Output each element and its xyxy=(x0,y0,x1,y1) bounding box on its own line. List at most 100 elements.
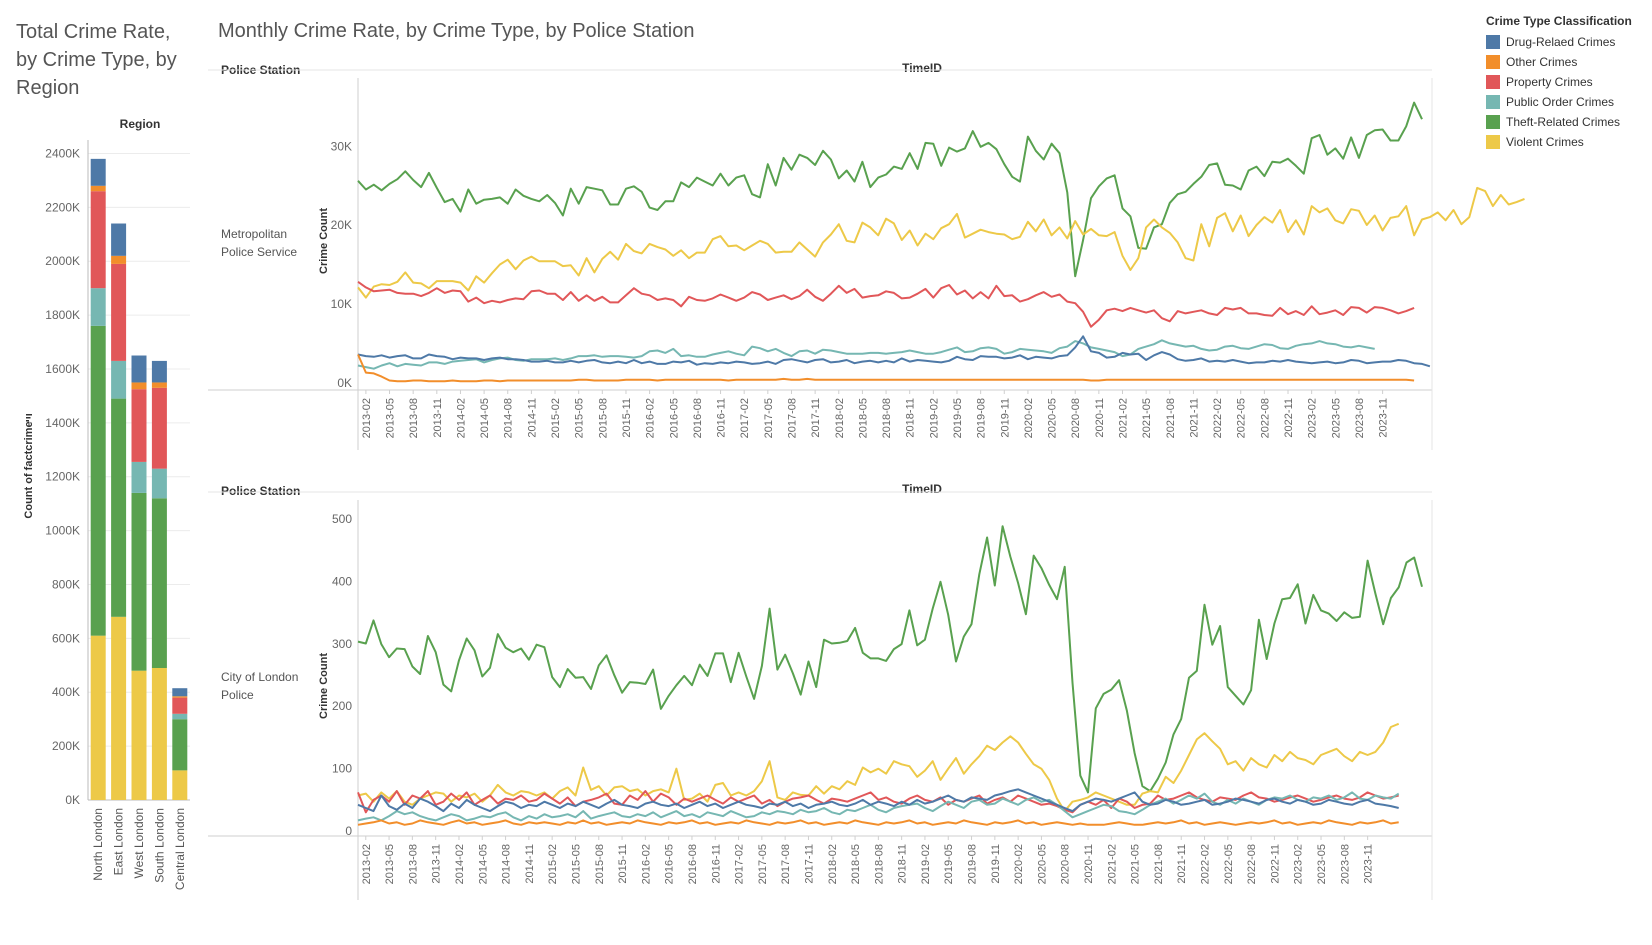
metropolitan-x-tick-label: 2016-05 xyxy=(668,398,680,438)
metropolitan-y-tick-label: 30K xyxy=(331,139,352,153)
metropolitan-x-tick-label: 2020-02 xyxy=(1023,398,1035,438)
legend: Crime Type Classification Drug-Relaed Cr… xyxy=(1486,14,1652,152)
city-of-london-x-tick-label: 2013-08 xyxy=(407,844,419,884)
metropolitan-line-chart: 0K 10K 20K 30K 2013-02 2013-05 2013-08 2013-11 2… xyxy=(208,69,1525,450)
city-of-london-y-tick-label: 0 xyxy=(345,824,352,838)
crime-count-label-bottom: Crime Count xyxy=(318,653,330,719)
metropolitan-x-tick-label: 2016-11 xyxy=(716,398,728,438)
legend-swatch xyxy=(1486,135,1500,149)
city-of-london-x-tick-label: 2016-08 xyxy=(687,844,699,884)
city-of-london-x-tick-label: 2022-11 xyxy=(1269,844,1281,884)
metropolitan-x-tick-label: 2018-08 xyxy=(881,398,893,438)
bar-segment xyxy=(151,468,167,499)
metropolitan-x-tick-label: 2019-05 xyxy=(952,398,964,438)
metropolitan-x-tick-label: 2016-08 xyxy=(692,398,704,438)
bar-segment xyxy=(151,668,167,800)
city-of-london-x-tick-label: 2020-08 xyxy=(1060,844,1072,884)
city-of-london-x-tick-label: 2015-11 xyxy=(617,844,629,884)
bar-segment xyxy=(90,325,106,636)
metropolitan-series-public-order-crimes xyxy=(357,339,1375,370)
station-label-bottom-line1: City of London xyxy=(221,670,298,684)
city-of-london-x-tick-label: 2019-11 xyxy=(990,844,1002,884)
legend-title: Crime Type Classification xyxy=(1486,14,1632,28)
right-chart-title: Monthly Crime Rate, by Crime Type, by Po… xyxy=(218,20,695,42)
city-of-london-x-tick-label: 2022-05 xyxy=(1223,844,1235,884)
bar-x-tick-label: East London xyxy=(112,808,126,875)
station-label-bottom-line2: Police xyxy=(221,688,254,702)
sort-icon[interactable] xyxy=(26,414,32,422)
bar-y-tick-label: 1600K xyxy=(45,362,80,376)
metropolitan-x-tick-label: 2015-05 xyxy=(574,398,586,438)
legend-label: Violent Crimes xyxy=(1506,135,1584,149)
bar-y-tick-label: 1400K xyxy=(45,416,80,430)
left-chart-title: Total Crime Rate, by Crime Type, by Regi… xyxy=(16,21,177,99)
metropolitan-x-tick-label: 2021-11 xyxy=(1188,398,1200,438)
bar-segment xyxy=(111,263,127,361)
city-of-london-x-tick-label: 2014-05 xyxy=(477,844,489,884)
city-of-london-x-tick-label: 2020-02 xyxy=(1013,844,1025,884)
legend-swatch xyxy=(1486,55,1500,69)
metropolitan-x-tick-label: 2023-08 xyxy=(1354,398,1366,438)
metropolitan-x-tick-label: 2019-08 xyxy=(976,398,988,438)
city-of-london-x-tick-label: 2017-05 xyxy=(757,844,769,884)
city-of-london-x-tick-label: 2022-02 xyxy=(1200,844,1212,884)
metropolitan-x-tick-label: 2021-02 xyxy=(1118,398,1130,438)
city-of-london-x-tick-label: 2015-08 xyxy=(594,844,606,884)
station-header-bottom: Police Station xyxy=(221,484,300,498)
legend-item-theft-related-crimes[interactable]: Theft-Related Crimes xyxy=(1486,112,1652,132)
city-of-london-y-tick-label: 300 xyxy=(332,637,352,651)
metropolitan-x-tick-label: 2022-11 xyxy=(1283,398,1295,438)
legend-label: Drug-Relaed Crimes xyxy=(1506,35,1616,49)
city-of-london-x-tick-label: 2021-11 xyxy=(1176,844,1188,884)
legend-item-property-crimes[interactable]: Property Crimes xyxy=(1486,72,1652,92)
bar-segment xyxy=(151,498,167,668)
bar-segment xyxy=(131,382,147,390)
city-of-london-x-tick-label: 2019-05 xyxy=(943,844,955,884)
city-of-london-y-tick-label: 400 xyxy=(332,575,352,589)
bar-y-tick-label: 0K xyxy=(65,793,80,807)
city-of-london-x-tick-label: 2023-08 xyxy=(1339,844,1351,884)
city-of-london-x-tick-label: 2015-05 xyxy=(570,844,582,884)
city-of-london-x-tick-label: 2021-02 xyxy=(1106,844,1118,884)
city-of-london-y-tick-label: 500 xyxy=(332,512,352,526)
legend-label: Property Crimes xyxy=(1506,75,1593,89)
bar-y-tick-label: 2000K xyxy=(45,254,80,268)
city-of-london-x-tick-label: 2021-05 xyxy=(1130,844,1142,884)
metropolitan-x-tick-label: 2017-05 xyxy=(763,398,775,438)
metropolitan-x-tick-label: 2019-11 xyxy=(999,398,1011,438)
metropolitan-x-tick-label: 2014-05 xyxy=(479,398,491,438)
metropolitan-x-tick-label: 2017-02 xyxy=(739,398,751,438)
legend-item-public-order-crimes[interactable]: Public Order Crimes xyxy=(1486,92,1652,112)
city-of-london-x-tick-label: 2014-11 xyxy=(524,844,536,884)
city-of-london-series-theft-related-crimes xyxy=(357,525,1423,794)
bar-y-tick-label: 1000K xyxy=(45,524,80,538)
metropolitan-x-tick-label: 2020-05 xyxy=(1047,398,1059,438)
bar-segment xyxy=(131,461,147,493)
metropolitan-x-tick-label: 2018-11 xyxy=(905,398,917,438)
metropolitan-x-tick-label: 2018-05 xyxy=(857,398,869,438)
bar-x-tick-label: West London xyxy=(132,808,146,879)
legend-item-other-crimes[interactable]: Other Crimes xyxy=(1486,52,1652,72)
bar-segment xyxy=(131,492,147,671)
bar-segment xyxy=(172,719,188,771)
legend-items: Drug-Relaed Crimes Other Crimes Property C… xyxy=(1486,32,1652,152)
metropolitan-series-drug-relaed-crimes xyxy=(357,335,1431,368)
metropolitan-x-tick-label: 2019-02 xyxy=(928,398,940,438)
time-header-top: TimeID xyxy=(902,61,942,75)
bar-segment xyxy=(151,387,167,469)
city-of-london-x-tick-label: 2017-11 xyxy=(803,844,815,884)
bar-segment xyxy=(172,713,188,720)
city-of-london-x-tick-label: 2023-05 xyxy=(1316,844,1328,884)
legend-item-drug-relaed-crimes[interactable]: Drug-Relaed Crimes xyxy=(1486,32,1652,52)
bar-y-tick-label: 2200K xyxy=(45,200,80,214)
bar-segment xyxy=(172,696,188,698)
region-header: Region xyxy=(120,117,161,131)
legend-swatch xyxy=(1486,115,1500,129)
metropolitan-x-tick-label: 2014-02 xyxy=(455,398,467,438)
bar-y-tick-label: 800K xyxy=(52,577,80,591)
city-of-london-x-tick-label: 2016-11 xyxy=(710,844,722,884)
legend-label: Other Crimes xyxy=(1506,55,1578,69)
time-header-bottom: TimeID xyxy=(902,482,942,496)
city-of-london-y-tick-label: 100 xyxy=(332,761,352,775)
legend-item-violent-crimes[interactable]: Violent Crimes xyxy=(1486,132,1652,152)
